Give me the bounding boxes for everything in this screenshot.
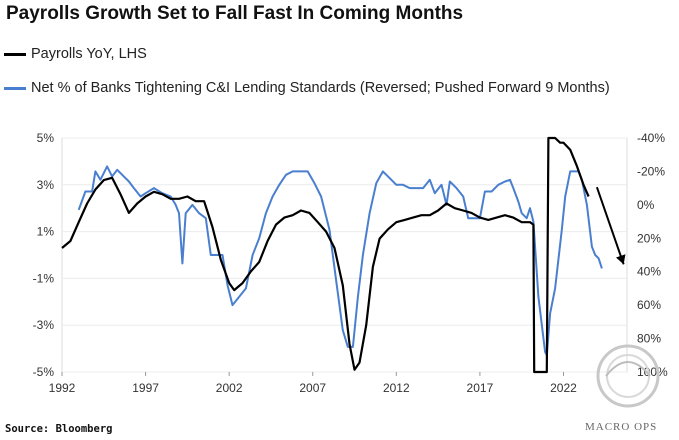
chart-title: Payrolls Growth Set to Fall Fast In Comi…	[6, 3, 464, 24]
right-tick-label: 100%	[637, 365, 668, 379]
legend-label-banks: Net % of Banks Tightening C&I Lending St…	[31, 80, 610, 96]
left-tick-label: -5%	[33, 365, 55, 379]
left-tick-label: 3%	[37, 178, 55, 192]
series-line-banks	[77, 165, 603, 357]
macro-ops-logo-icon	[596, 344, 660, 408]
x-tick-label: 2012	[383, 381, 410, 395]
right-tick-label: 0%	[637, 198, 655, 212]
forecast-arrow-head	[615, 254, 626, 265]
right-tick-label: 40%	[637, 265, 661, 279]
x-tick-label: 1992	[49, 381, 76, 395]
right-tick-label: 60%	[637, 298, 661, 312]
left-tick-label: 1%	[37, 225, 55, 239]
left-tick-label: -1%	[33, 271, 55, 285]
x-tick-label: 2022	[550, 381, 577, 395]
left-tick-label: -3%	[33, 318, 55, 332]
x-tick-label: 2007	[299, 381, 326, 395]
right-tick-label: 20%	[637, 231, 661, 245]
series-line-payrolls	[61, 136, 590, 374]
x-tick-label: 2002	[216, 381, 243, 395]
legend-swatch-banks	[4, 86, 26, 90]
legend-swatch-payrolls	[4, 52, 26, 56]
right-tick-label: -20%	[637, 164, 665, 178]
legend-item-banks: Net % of Banks Tightening C&I Lending St…	[4, 80, 610, 96]
legend-item-payrolls: Payrolls YoY, LHS	[4, 46, 147, 62]
macro-ops-logo-text: MACRO OPS	[585, 421, 658, 433]
x-tick-label: 2017	[467, 381, 494, 395]
right-tick-label: 80%	[637, 332, 661, 346]
source-note: Source: Bloomberg	[5, 423, 113, 435]
left-tick-label: 5%	[37, 131, 55, 145]
right-tick-label: -40%	[637, 131, 665, 145]
forecast-arrow	[595, 186, 625, 265]
x-tick-label: 1997	[132, 381, 159, 395]
legend-label-payrolls: Payrolls YoY, LHS	[31, 46, 147, 62]
